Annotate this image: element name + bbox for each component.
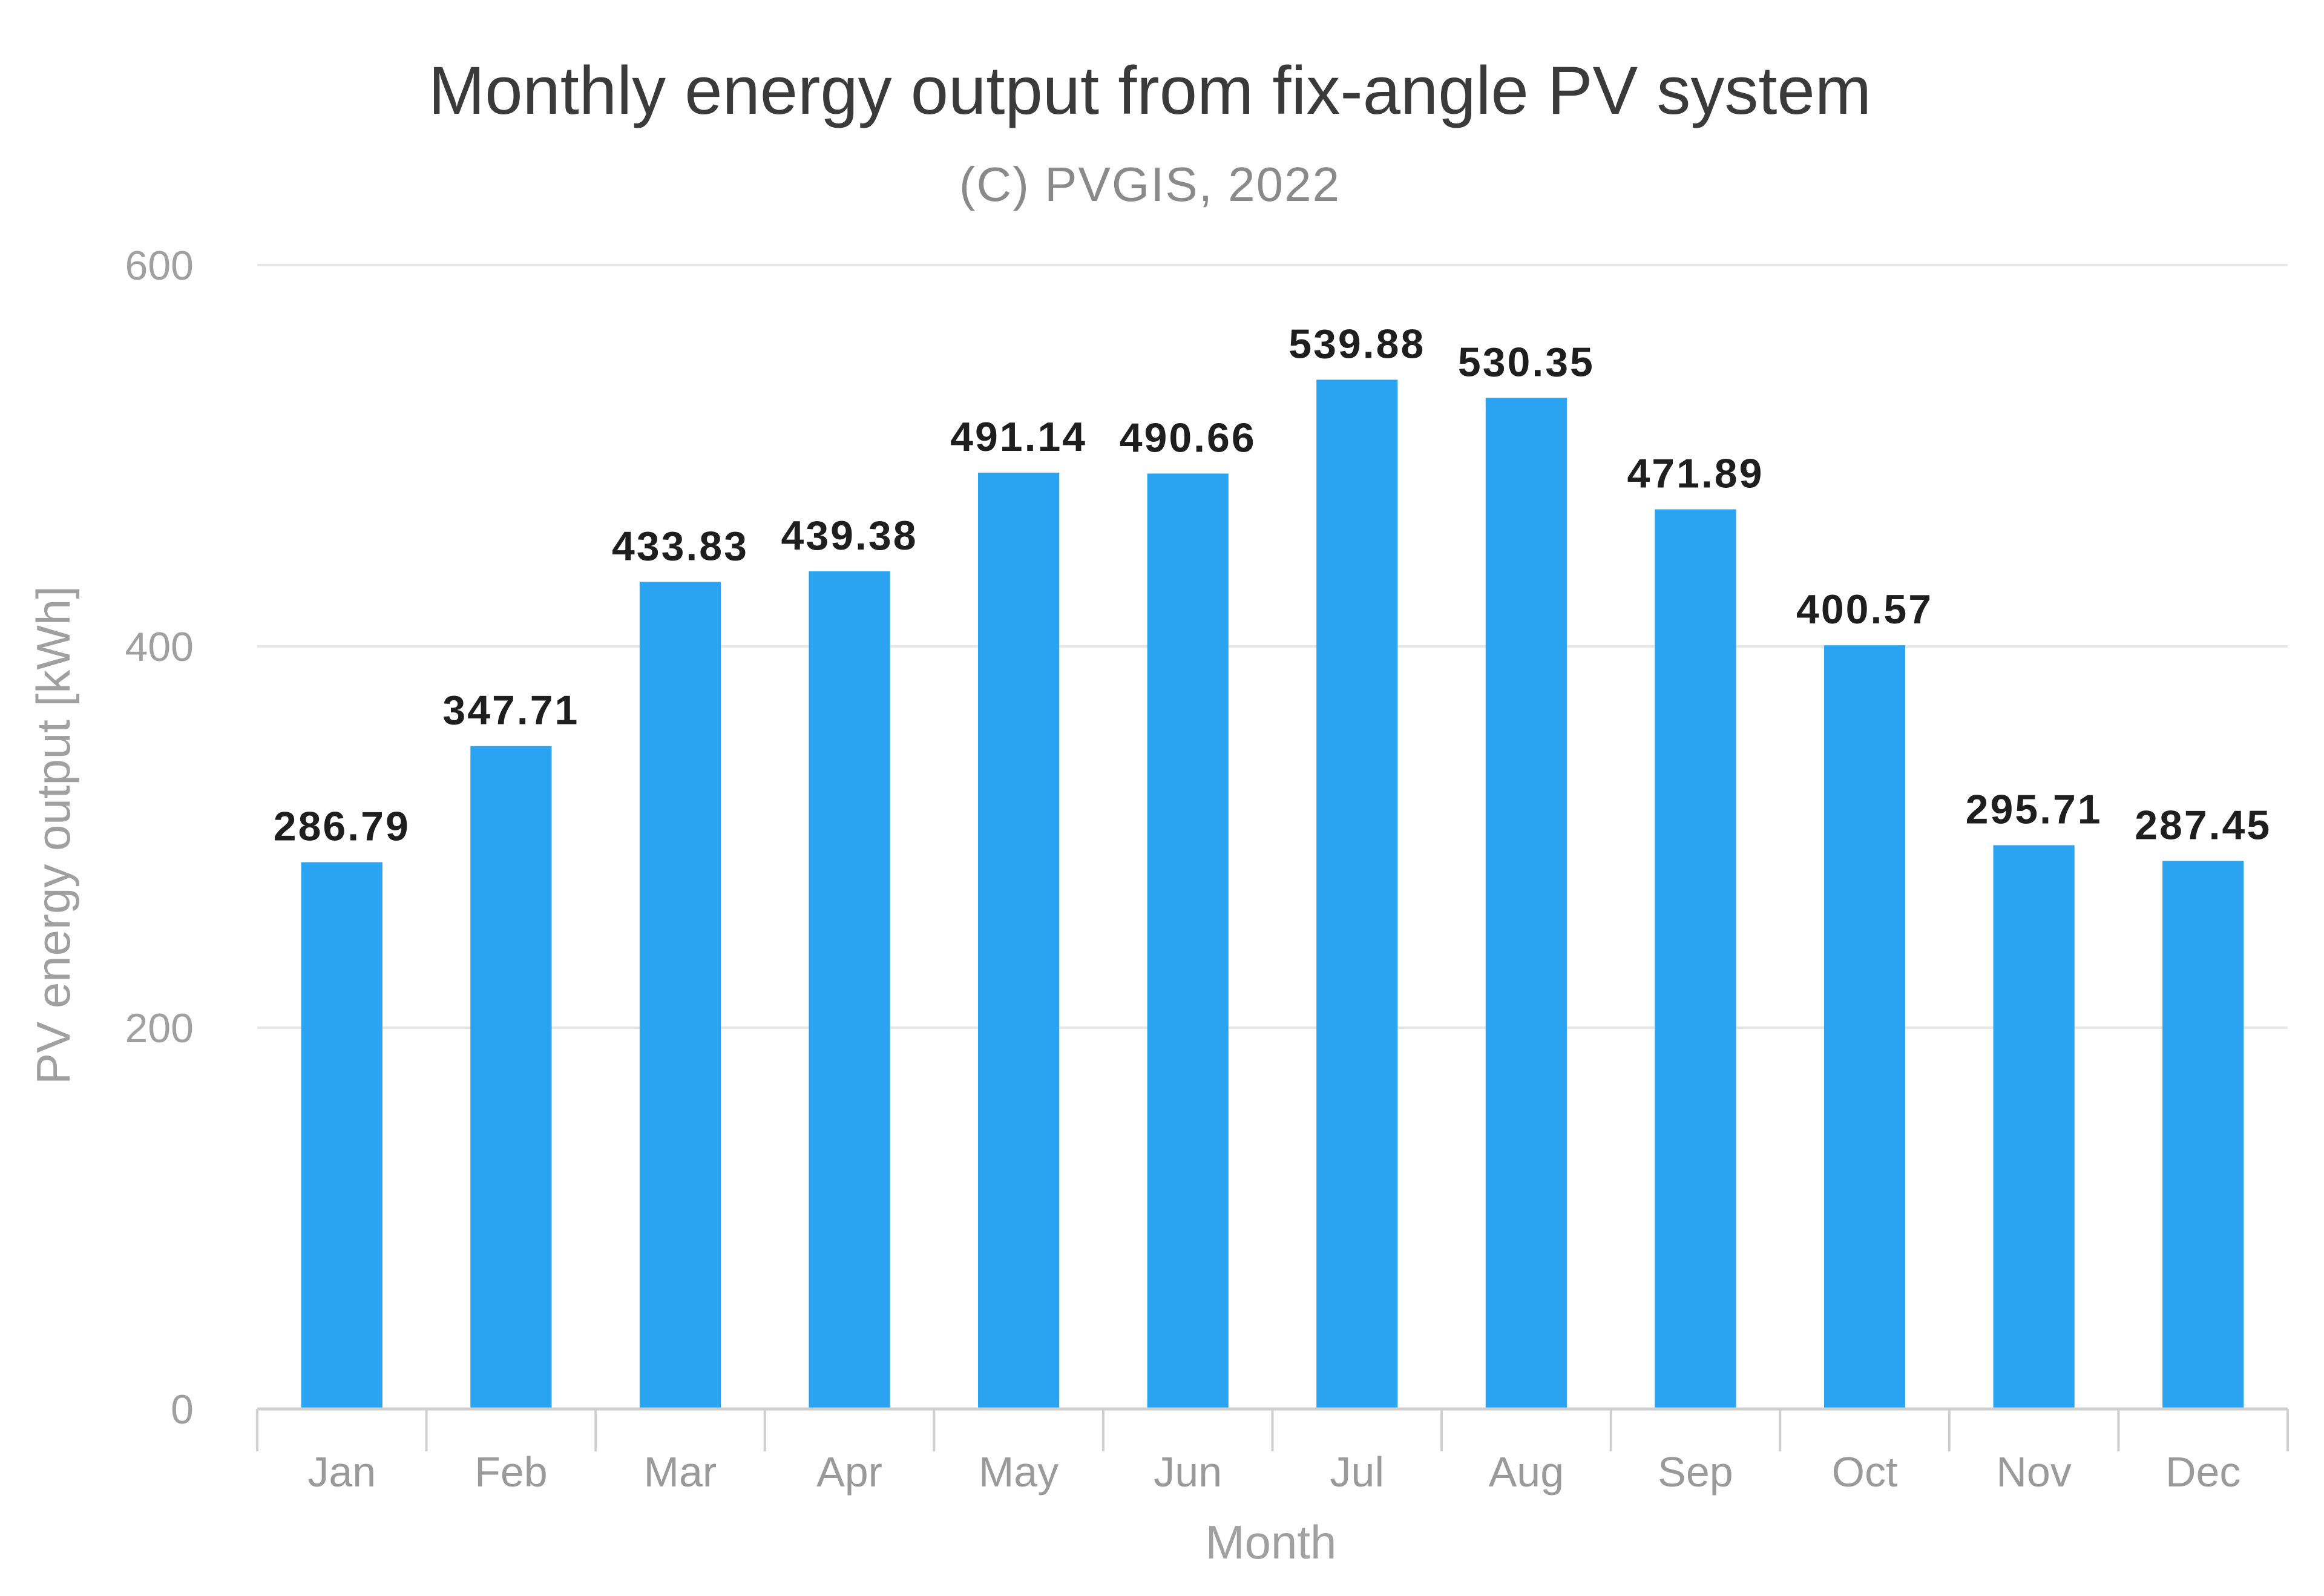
x-tick-label: Oct (1832, 1448, 1898, 1496)
x-tick-label: Jan (307, 1448, 376, 1496)
bar-jun (1147, 473, 1229, 1409)
x-tick-label: Feb (474, 1448, 548, 1496)
x-tick-label: Aug (1489, 1448, 1564, 1496)
data-label: 287.45 (2135, 803, 2271, 849)
y-tick-label: 400 (125, 624, 194, 670)
x-tick-label: Mar (644, 1448, 717, 1496)
y-tick-label: 600 (125, 243, 194, 289)
chart-subtitle: (C) PVGIS, 2022 (959, 157, 1341, 211)
data-label: 295.71 (1966, 787, 2102, 833)
gridlines (257, 264, 2288, 1029)
x-tick-label: Nov (1996, 1448, 2071, 1496)
bar-jul (1316, 379, 1398, 1410)
x-tick-label: Dec (2165, 1448, 2240, 1496)
bar-mar (639, 582, 721, 1409)
data-label: 433.83 (612, 523, 749, 569)
x-axis-label: Month (1206, 1516, 1337, 1569)
y-axis-ticks: 0 200 400 600 (125, 243, 194, 1433)
data-label: 530.35 (1458, 339, 1595, 385)
data-label: 347.71 (442, 688, 579, 734)
data-label: 491.14 (950, 414, 1087, 460)
bar-jan (301, 862, 382, 1409)
data-label: 539.88 (1288, 321, 1425, 367)
y-tick-label: 200 (125, 1005, 194, 1051)
bar-feb (470, 746, 552, 1409)
data-labels: 286.79 347.71 433.83 439.38 491.14 490.66 539.… (274, 321, 2271, 850)
bar-apr (809, 571, 890, 1409)
data-label: 471.89 (1627, 451, 1764, 497)
bar-oct (1823, 645, 1906, 1409)
x-tick-label: Jul (1330, 1448, 1384, 1496)
bar-may (978, 472, 1060, 1410)
y-axis-label: PV energy output [kWh] (27, 586, 80, 1085)
x-tick-label: May (979, 1448, 1059, 1496)
y-tick-label: 0 (171, 1387, 194, 1433)
x-tick-label: Apr (816, 1448, 882, 1496)
data-label: 490.66 (1120, 415, 1256, 461)
bars (301, 379, 2244, 1410)
x-tick-label: Jun (1154, 1448, 1222, 1496)
x-axis-ticks: Jan Feb Mar Apr May Jun Jul Aug Sep Oct Nov Dec (256, 1407, 2289, 1496)
x-tick-label: Sep (1658, 1448, 1733, 1496)
chart-title: Monthly energy output from fix-angle PV … (428, 53, 1871, 128)
data-label: 286.79 (274, 804, 410, 850)
bar-dec (2162, 861, 2244, 1409)
data-label: 439.38 (781, 513, 918, 559)
data-label: 400.57 (1796, 586, 1933, 632)
bar-sep (1655, 509, 1736, 1409)
bar-nov (1993, 845, 2075, 1409)
bar-aug (1485, 398, 1567, 1410)
